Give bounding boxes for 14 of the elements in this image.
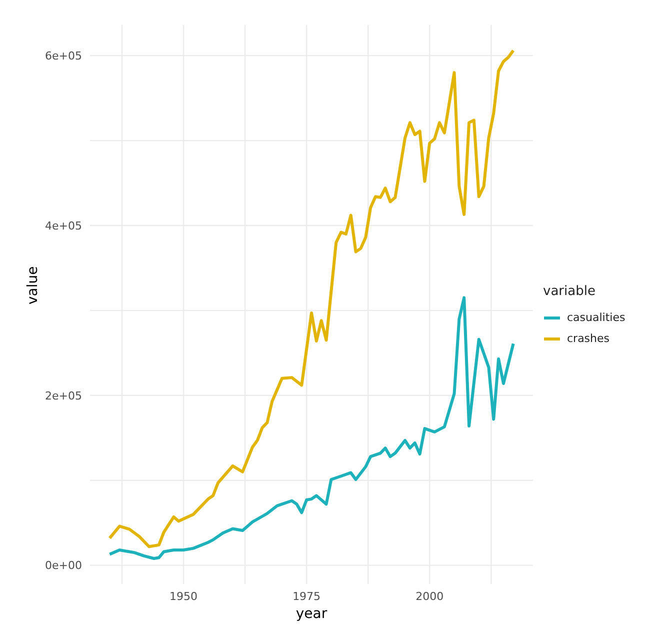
legend-label: casualities [566,310,626,326]
y-tick-label: 0e+00 [45,559,82,572]
x-axis-title: year [296,606,328,622]
x-tick-label: 1975 [292,590,321,603]
y-tick-label: 4e+05 [45,219,82,232]
x-tick-label: 2000 [416,590,444,603]
legend-label: crashes [566,331,611,347]
y-tick-label: 6e+05 [45,49,82,62]
y-tick-label: 2e+05 [45,389,82,402]
line-series [108,48,515,548]
line-series [108,296,515,560]
legend-title: variable [543,284,596,299]
y-axis-title: value [24,266,41,304]
x-tick-label: 1950 [170,590,198,603]
